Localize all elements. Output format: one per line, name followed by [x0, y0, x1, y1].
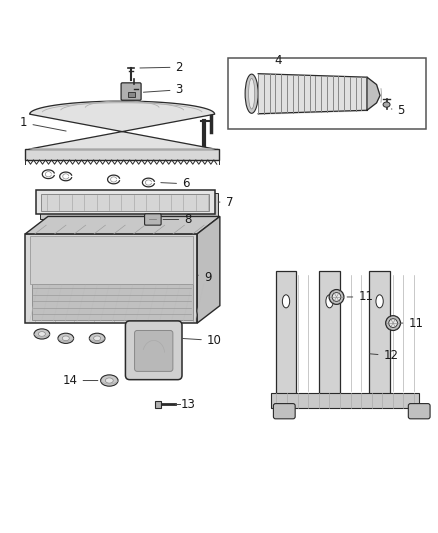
Bar: [40, 193, 218, 220]
Ellipse shape: [89, 333, 105, 343]
Text: 5: 5: [391, 104, 405, 117]
Polygon shape: [30, 101, 215, 149]
Text: 1: 1: [20, 116, 66, 131]
Ellipse shape: [283, 295, 290, 308]
Ellipse shape: [106, 378, 113, 383]
Ellipse shape: [62, 336, 69, 341]
Bar: [319, 271, 340, 399]
Text: 14: 14: [63, 374, 98, 387]
Bar: [276, 271, 297, 399]
Ellipse shape: [34, 329, 49, 339]
Ellipse shape: [376, 295, 383, 308]
Bar: [25, 234, 197, 323]
Bar: [228, 58, 426, 130]
Bar: [369, 271, 390, 399]
Text: 9: 9: [198, 271, 211, 284]
Ellipse shape: [249, 78, 254, 109]
Ellipse shape: [329, 289, 344, 304]
FancyBboxPatch shape: [273, 403, 295, 419]
Text: 2: 2: [140, 61, 183, 74]
FancyBboxPatch shape: [408, 403, 430, 419]
Ellipse shape: [58, 333, 74, 343]
FancyBboxPatch shape: [121, 83, 141, 100]
Text: 4: 4: [274, 54, 282, 67]
Bar: [42, 194, 209, 211]
Text: 13: 13: [181, 398, 196, 411]
Text: 3: 3: [143, 83, 183, 96]
Bar: [25, 149, 219, 160]
Text: 6: 6: [161, 177, 190, 190]
Text: 7: 7: [218, 196, 233, 208]
Text: 8: 8: [163, 213, 191, 226]
Text: 12: 12: [370, 349, 399, 362]
Ellipse shape: [389, 319, 397, 327]
Bar: [36, 190, 215, 214]
FancyBboxPatch shape: [125, 321, 182, 379]
Ellipse shape: [383, 102, 390, 107]
Ellipse shape: [245, 74, 258, 114]
Ellipse shape: [386, 316, 400, 330]
FancyBboxPatch shape: [145, 214, 161, 225]
Bar: [128, 92, 135, 97]
Ellipse shape: [39, 332, 46, 336]
Bar: [271, 393, 419, 408]
Ellipse shape: [332, 293, 341, 301]
Bar: [30, 236, 193, 284]
Text: 10: 10: [183, 334, 222, 347]
Polygon shape: [25, 216, 220, 234]
FancyBboxPatch shape: [134, 330, 173, 372]
Text: 11: 11: [401, 317, 423, 329]
Polygon shape: [367, 77, 380, 110]
Ellipse shape: [326, 295, 333, 308]
Bar: [155, 401, 161, 408]
Ellipse shape: [101, 375, 118, 386]
Polygon shape: [197, 216, 220, 323]
Text: 11: 11: [347, 290, 373, 303]
Ellipse shape: [94, 336, 101, 341]
Bar: [32, 284, 193, 320]
